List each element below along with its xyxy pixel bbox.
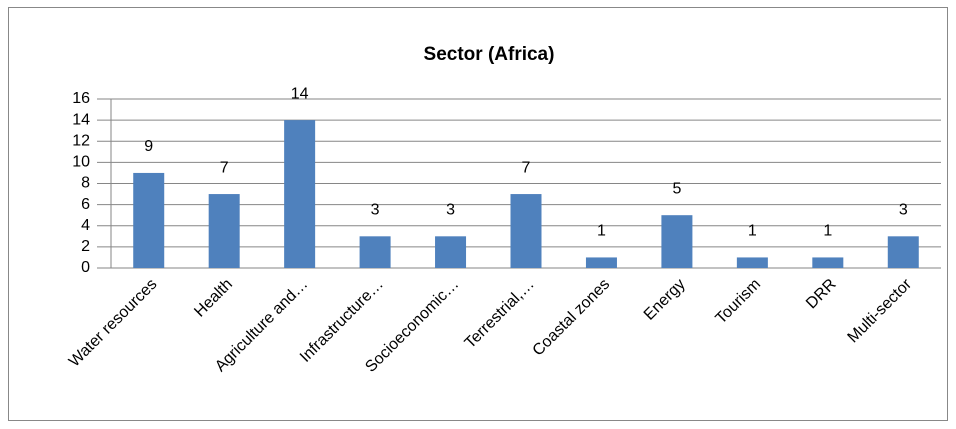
bar xyxy=(510,194,542,268)
chart-border xyxy=(8,7,948,421)
y-tick-label: 12 xyxy=(72,132,90,149)
data-label: 14 xyxy=(291,85,309,102)
y-tick-label: 0 xyxy=(81,259,90,276)
data-label: 7 xyxy=(522,159,531,176)
y-tick-label: 2 xyxy=(81,238,90,255)
data-label: 5 xyxy=(672,180,681,197)
bar xyxy=(359,236,391,268)
data-label: 7 xyxy=(220,159,229,176)
data-label: 3 xyxy=(446,202,455,219)
chart-title: Sector (Africa) xyxy=(424,44,555,65)
bar xyxy=(585,257,617,268)
y-tick-label: 8 xyxy=(81,175,90,192)
bar xyxy=(133,172,165,268)
bar xyxy=(812,257,844,268)
y-tick-label: 4 xyxy=(81,217,90,234)
data-label: 9 xyxy=(144,138,153,155)
y-tick-label: 16 xyxy=(72,90,90,107)
bar xyxy=(661,215,693,268)
data-label: 1 xyxy=(748,223,757,240)
bar xyxy=(435,236,467,268)
data-label: 1 xyxy=(823,223,832,240)
bar xyxy=(887,236,919,268)
bar xyxy=(736,257,768,268)
data-label: 1 xyxy=(597,223,606,240)
bar xyxy=(208,194,240,268)
data-label: 3 xyxy=(371,202,380,219)
y-tick-label: 14 xyxy=(72,111,90,128)
y-tick-label: 10 xyxy=(72,154,90,171)
y-tick-label: 6 xyxy=(81,196,90,213)
data-label: 3 xyxy=(899,202,908,219)
bar xyxy=(284,120,316,268)
